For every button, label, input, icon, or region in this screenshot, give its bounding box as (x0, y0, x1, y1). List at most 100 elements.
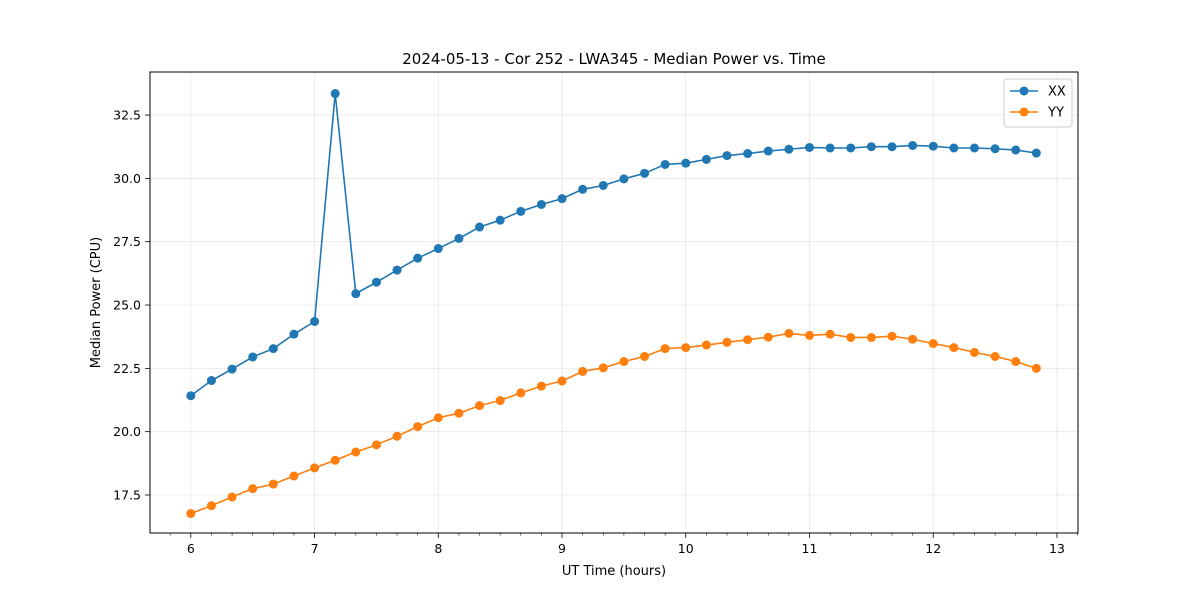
data-point-yy (495, 396, 505, 406)
data-point-xx (681, 158, 691, 168)
series-line-xx (190, 92, 1037, 397)
y-tick-label: 22.5 (113, 361, 141, 376)
data-point-xx (495, 215, 505, 225)
data-point-yy (413, 422, 423, 432)
data-point-yy (969, 347, 979, 357)
data-point-yy (640, 351, 650, 361)
data-point-xx (351, 289, 361, 299)
data-point-yy (908, 334, 918, 344)
y-tick-label: 27.5 (113, 234, 141, 249)
y-tick-label: 17.5 (113, 488, 141, 503)
data-point-yy (887, 331, 897, 341)
data-point-yy (578, 366, 588, 376)
x-tick-label: 8 (434, 541, 442, 556)
data-point-xx (846, 143, 856, 153)
data-point-xx (598, 180, 608, 190)
data-point-yy (433, 413, 443, 423)
data-point-yy (598, 363, 608, 373)
data-point-xx (722, 151, 732, 161)
x-tick-label: 12 (925, 541, 941, 556)
data-point-xx (268, 344, 278, 354)
data-point-yy (825, 329, 835, 339)
data-point-xx (928, 141, 938, 151)
data-point-xx (289, 329, 299, 339)
data-point-xx (454, 233, 464, 243)
data-point-xx (701, 154, 711, 164)
data-point-xx (433, 244, 443, 254)
data-point-xx (866, 142, 876, 152)
data-point-xx (557, 194, 567, 204)
data-point-yy (866, 332, 876, 342)
data-point-yy (846, 332, 856, 342)
data-point-xx (227, 364, 237, 374)
data-point-xx (1011, 145, 1021, 155)
data-point-xx (310, 316, 320, 326)
data-point-xx (784, 144, 794, 154)
data-point-yy (392, 431, 402, 441)
data-point-yy (248, 484, 258, 494)
data-point-yy (557, 376, 567, 386)
y-axis-label: Median Power (CPU) (89, 237, 104, 368)
chart-title: 2024-05-13 - Cor 252 - LWA345 - Median P… (402, 50, 826, 68)
series-xx (186, 89, 1041, 401)
data-point-xx (186, 391, 196, 401)
series-yy (186, 328, 1041, 518)
data-point-yy (454, 408, 464, 418)
legend-marker-yy (1019, 107, 1029, 117)
data-point-yy (722, 337, 732, 347)
data-point-xx (908, 140, 918, 150)
data-point-yy (784, 328, 794, 338)
data-point-xx (743, 149, 753, 159)
data-point-xx (640, 168, 650, 178)
data-point-xx (248, 352, 258, 362)
grid (150, 72, 1078, 533)
x-tick-label: 11 (802, 541, 818, 556)
data-point-yy (289, 471, 299, 481)
data-point-yy (1031, 363, 1041, 373)
data-point-xx (887, 142, 897, 152)
data-point-yy (516, 388, 526, 398)
x-tick-label: 7 (311, 541, 319, 556)
data-point-yy (763, 332, 773, 342)
data-point-xx (825, 143, 835, 153)
y-tick-label: 30.0 (113, 171, 141, 186)
data-point-yy (227, 492, 237, 502)
x-axis-label: UT Time (hours) (562, 564, 666, 579)
data-point-yy (371, 440, 381, 450)
data-point-yy (475, 401, 485, 411)
data-point-xx (206, 376, 216, 386)
data-point-xx (969, 143, 979, 153)
plot-frame (149, 71, 1079, 534)
data-point-xx (578, 184, 588, 194)
data-point-yy (949, 343, 959, 353)
data-point-yy (804, 330, 814, 340)
y-tick-label: 20.0 (113, 424, 141, 439)
data-point-xx (804, 142, 814, 152)
legend: XX YY (1003, 78, 1073, 128)
data-point-yy (310, 463, 320, 473)
legend-marker-xx (1019, 86, 1029, 96)
data-point-yy (660, 344, 670, 354)
data-point-yy (330, 455, 340, 465)
data-point-xx (536, 199, 546, 209)
data-point-xx (1031, 148, 1041, 158)
data-point-xx (660, 159, 670, 169)
y-tick-label: 25.0 (113, 298, 141, 313)
x-tick-label: 9 (558, 541, 566, 556)
x-axis-ticks: 6 7 8 9 10 11 12 13 (169, 533, 1078, 556)
x-tick-label: 10 (678, 541, 694, 556)
x-tick-label: 13 (1049, 541, 1065, 556)
data-point-yy (206, 501, 216, 511)
data-point-xx (763, 146, 773, 156)
y-tick-label: 32.5 (113, 108, 141, 123)
data-point-yy (186, 508, 196, 518)
legend-label-xx: XX (1048, 85, 1066, 100)
data-point-yy (351, 447, 361, 457)
data-point-yy (619, 357, 629, 367)
data-point-yy (681, 343, 691, 353)
data-point-xx (392, 265, 402, 275)
data-point-yy (990, 351, 1000, 361)
legend-label-yy: YY (1047, 106, 1064, 121)
series-layer (186, 89, 1041, 518)
